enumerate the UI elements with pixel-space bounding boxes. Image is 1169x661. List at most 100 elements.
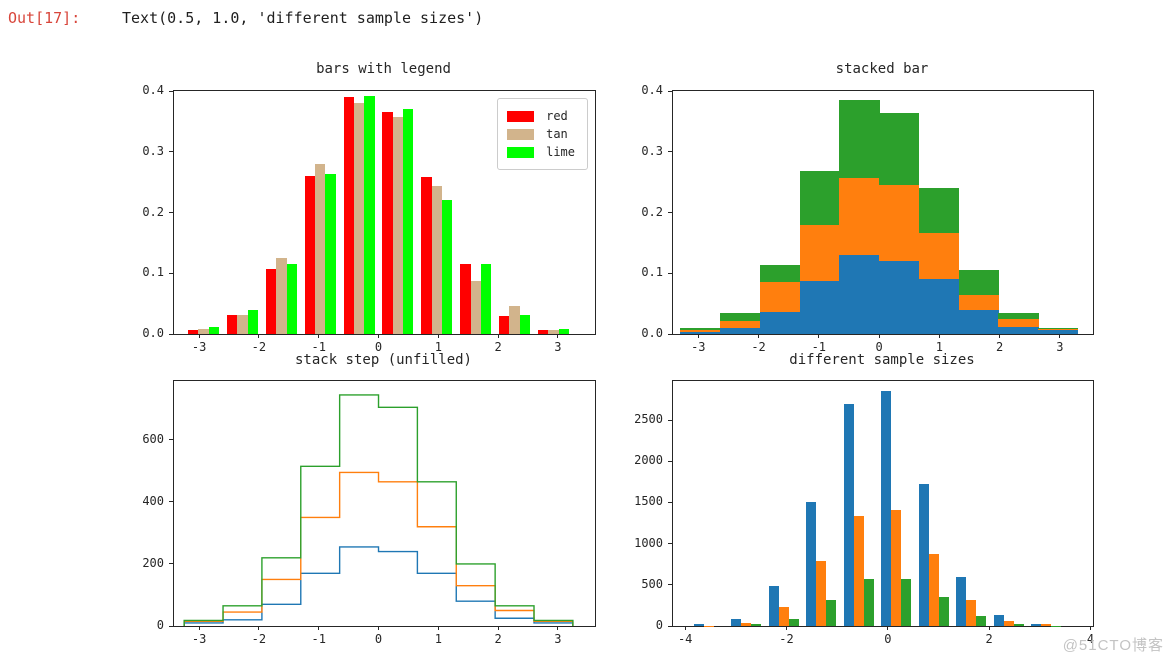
x-tick-mark xyxy=(785,626,787,630)
step-line-blue xyxy=(183,546,574,626)
histogram-bar-red xyxy=(382,112,393,334)
y-tick-mark xyxy=(668,460,672,462)
x-tick-label: 1 xyxy=(434,340,442,354)
y-tick-label: 1000 xyxy=(634,535,663,550)
y-tick-mark xyxy=(668,419,672,421)
legend-label: red xyxy=(546,109,568,123)
histogram-bar-red xyxy=(226,314,238,334)
histogram-bar-orange xyxy=(928,554,939,626)
x-tick-label: 0 xyxy=(374,340,383,354)
stacked-segment-orange xyxy=(958,294,999,310)
y-tick-mark xyxy=(169,90,173,92)
histogram-bar-tan xyxy=(392,117,404,334)
stacked-segment-blue xyxy=(799,280,840,334)
histogram-bar-tan xyxy=(353,103,365,334)
histogram-bar-blue xyxy=(806,501,817,626)
histogram-bar-tan xyxy=(315,163,326,334)
x-tick-label: -3 xyxy=(191,632,207,646)
y-tick-label: 2500 xyxy=(634,412,663,427)
histogram-bar-orange xyxy=(1003,620,1014,626)
histogram-bar-red xyxy=(421,177,432,334)
histogram-bar-lime xyxy=(286,264,297,334)
chart-title-stack-step: stack step (unfilled) xyxy=(294,352,472,368)
x-tick-mark xyxy=(818,334,820,338)
histogram-bar-orange xyxy=(891,509,902,626)
y-tick-label: 0.3 xyxy=(641,143,663,158)
x-tick-mark xyxy=(378,334,380,338)
histogram-bar-blue xyxy=(881,391,892,626)
y-tick-mark xyxy=(169,212,173,213)
histogram-bar-tan xyxy=(237,314,248,334)
histogram-bar-green xyxy=(788,619,799,626)
x-tick-mark xyxy=(497,334,499,338)
x-tick-label: -2 xyxy=(251,340,267,354)
histogram-bar-red xyxy=(460,264,471,334)
x-tick-label: 0 xyxy=(374,632,383,646)
histogram-bar-orange xyxy=(778,607,789,626)
y-tick-mark xyxy=(169,563,173,565)
histogram-bar-red xyxy=(537,329,549,334)
histogram-bar-orange xyxy=(1041,624,1052,626)
stacked-segment-green xyxy=(680,327,721,330)
histogram-bar-red xyxy=(265,268,277,334)
y-tick-label: 0.0 xyxy=(142,326,164,340)
y-tick-label: 1500 xyxy=(634,494,663,509)
histogram-bar-red xyxy=(188,329,199,334)
x-tick-mark xyxy=(437,626,439,630)
y-tick-label: 500 xyxy=(641,576,663,591)
histogram-bar-tan xyxy=(470,281,481,334)
chart-title-bars-with-legend: bars with legend xyxy=(316,61,451,77)
subplot-bars-with-legend: 0.0 0.1 0.2 0.3 0.4 -3 -2 -1 0 1 2 3 red tan lime xyxy=(142,83,596,354)
y-tick-mark xyxy=(169,272,173,274)
stacked-segment-orange xyxy=(720,320,761,328)
histogram-bar-lime xyxy=(247,309,258,334)
histogram-bar-lime xyxy=(325,174,336,334)
x-tick-mark xyxy=(198,334,200,338)
histogram-bar-green xyxy=(1013,623,1024,626)
step-line-green xyxy=(183,394,574,626)
y-tick-label: 0.1 xyxy=(142,265,164,280)
x-tick-mark xyxy=(557,334,559,338)
legend-label: lime xyxy=(546,145,575,159)
x-tick-mark xyxy=(988,626,990,630)
histogram-bar-green xyxy=(826,600,837,626)
x-tick-mark xyxy=(878,334,880,338)
y-tick-mark xyxy=(169,625,173,627)
y-tick-label: 0 xyxy=(655,618,663,632)
stacked-segment-blue xyxy=(1038,329,1079,334)
y-tick-label: 2000 xyxy=(634,453,663,468)
x-tick-mark xyxy=(758,334,760,338)
histogram-bar-blue xyxy=(768,586,779,626)
x-tick-label: -2 xyxy=(751,340,766,354)
x-tick-label: -2 xyxy=(779,632,794,646)
histogram-bar-blue xyxy=(956,577,967,626)
x-tick-mark xyxy=(684,626,686,630)
x-tick-label: 3 xyxy=(1056,340,1064,354)
y-tick-label: 0.2 xyxy=(641,204,663,219)
stacked-segment-blue xyxy=(958,309,999,334)
histogram-bar-green xyxy=(938,597,949,626)
stacked-segment-orange xyxy=(839,177,880,255)
histogram-bar-orange xyxy=(816,560,827,626)
x-tick-label: -1 xyxy=(311,632,326,646)
y-tick-mark xyxy=(169,151,173,153)
stacked-segment-orange xyxy=(759,282,801,312)
stacked-segment-green xyxy=(1038,327,1079,330)
x-tick-label: 2 xyxy=(995,340,1004,354)
x-tick-mark xyxy=(318,626,320,630)
stacked-segment-blue xyxy=(759,311,801,334)
x-tick-mark xyxy=(999,334,1001,338)
y-tick-mark xyxy=(668,584,672,586)
x-tick-label: -2 xyxy=(251,632,267,646)
out-value-text: Text(0.5, 1.0, 'different sample sizes') xyxy=(122,9,484,27)
histogram-bar-orange xyxy=(741,622,752,626)
stacked-segment-orange xyxy=(799,224,840,281)
histogram-bar-lime xyxy=(208,326,220,334)
legend-entry-tan: tan xyxy=(507,127,575,141)
y-tick-mark xyxy=(668,333,672,335)
x-tick-label: -1 xyxy=(811,340,827,354)
x-tick-label: 1 xyxy=(434,632,442,646)
stacked-segment-blue xyxy=(839,255,880,334)
out-prompt: Out[17]: xyxy=(8,9,81,27)
histogram-bar-blue xyxy=(843,404,854,626)
